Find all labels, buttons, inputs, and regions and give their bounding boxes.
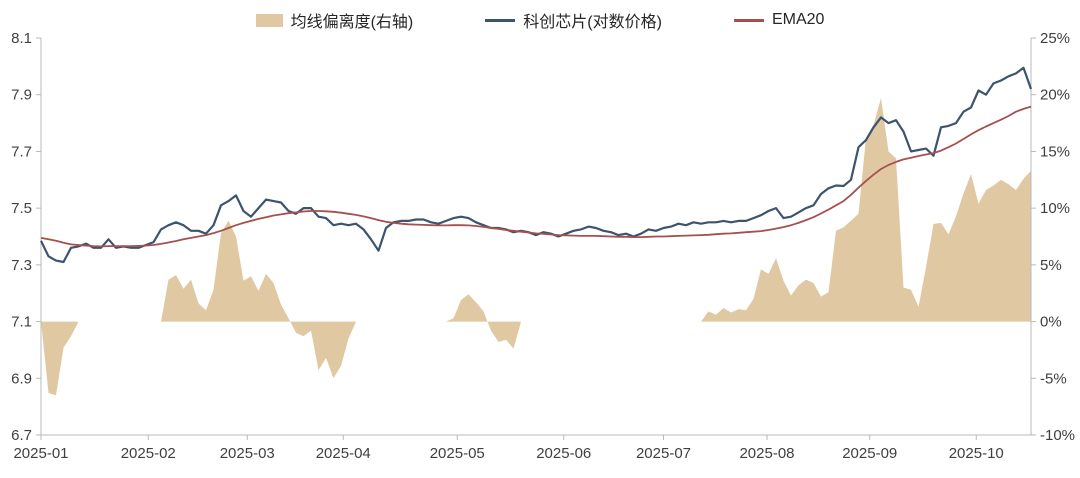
x-tick-label: 2025-08 — [739, 445, 794, 462]
x-tick-label: 2025-05 — [430, 445, 485, 462]
x-tick-label: 2025-09 — [842, 445, 897, 462]
y-left-tick-label: 7.1 — [11, 314, 32, 331]
y-right-tick-label: -10% — [1040, 427, 1075, 444]
x-tick-label: 2025-03 — [220, 445, 275, 462]
y-left-tick-label: 7.7 — [11, 143, 32, 160]
y-axis-right: 25% 20% 15% 10% 5% 0% -5% -10% — [1031, 30, 1075, 444]
x-tick-label: 2025-04 — [316, 445, 371, 462]
y-right-tick-label: 5% — [1040, 257, 1062, 274]
y-left-tick-label: 6.9 — [11, 370, 32, 387]
y-right-tick-label: 0% — [1040, 314, 1062, 331]
axes — [40, 38, 1032, 436]
y-right-tick-label: 25% — [1040, 30, 1070, 47]
x-axis: 2025-01 2025-02 2025-03 2025-04 2025-05 2025-… — [13, 435, 1004, 462]
y-left-tick-label: 8.1 — [11, 30, 32, 47]
y-left-tick-label: 6.7 — [11, 427, 32, 444]
x-tick-label: 2025-07 — [636, 445, 691, 462]
y-left-tick-label: 7.9 — [11, 87, 32, 104]
y-right-tick-label: 20% — [1040, 87, 1070, 104]
x-tick-label: 2025-02 — [121, 445, 176, 462]
ema20-line-series — [40, 105, 1032, 248]
y-right-tick-label: 10% — [1040, 200, 1070, 217]
y-left-tick-label: 7.3 — [11, 257, 32, 274]
deviation-area-series — [41, 98, 1031, 396]
y-left-tick-label: 7.5 — [11, 200, 32, 217]
x-tick-label: 2025-06 — [536, 445, 591, 462]
y-right-tick-label: -5% — [1040, 370, 1067, 387]
y-right-tick-label: 15% — [1040, 143, 1070, 160]
x-tick-label: 2025-01 — [13, 445, 68, 462]
price-line-series — [40, 66, 1033, 264]
y-axis-left: 8.1 7.9 7.7 7.5 7.3 7.1 6.9 6.7 — [11, 30, 41, 444]
x-tick-label: 2025-10 — [949, 445, 1004, 462]
